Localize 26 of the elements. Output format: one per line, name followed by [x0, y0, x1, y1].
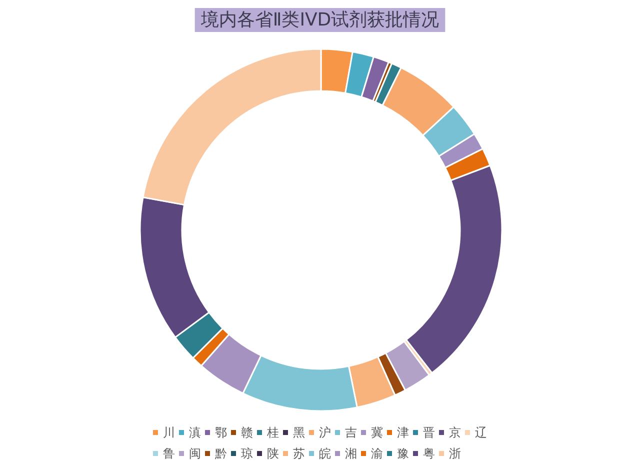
legend-label: 闽	[189, 446, 201, 460]
legend-label: 黑	[293, 426, 305, 440]
legend-label: 粤	[423, 446, 435, 460]
legend-label: 渝	[371, 446, 383, 460]
legend-label: 鄂	[215, 426, 227, 440]
legend-label: 冀	[371, 426, 383, 440]
chart-title: 境内各省Ⅱ类IVD试剂获批情况	[200, 10, 440, 30]
legend-label: 浙	[449, 446, 461, 460]
legend-label: 晋	[423, 426, 435, 440]
legend-label: 湘	[345, 446, 357, 460]
legend-label: 辽	[475, 426, 487, 440]
legend-label: 陕	[267, 446, 279, 460]
legend-label: 琼	[241, 446, 253, 460]
legend-label: 豫	[397, 446, 409, 460]
legend-label: 鲁	[163, 446, 175, 460]
legend-label: 苏	[293, 446, 305, 460]
legend-label: 桂	[266, 426, 279, 440]
legend-label: 滇	[189, 426, 201, 440]
legend-label: 川	[163, 426, 175, 440]
legend-label: 皖	[319, 446, 331, 460]
legend-label: 黔	[214, 446, 227, 460]
legend-label: 津	[397, 426, 409, 440]
legend-label: 沪	[319, 426, 331, 440]
legend-label: 京	[449, 426, 461, 440]
legend-label: 吉	[345, 426, 357, 440]
legend-label: 赣	[241, 426, 253, 440]
